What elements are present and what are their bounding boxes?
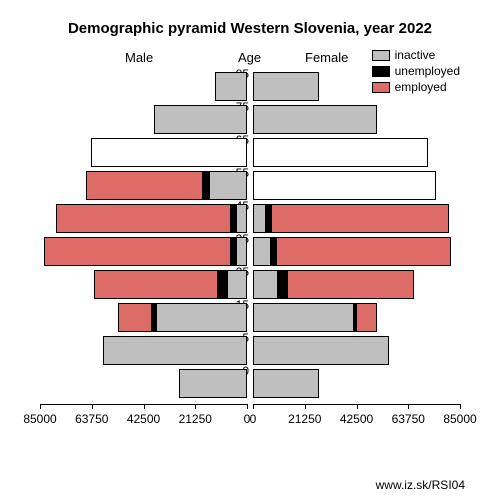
axis-tick (92, 404, 93, 409)
pyramid-row: 65 (40, 138, 460, 167)
axis-tick (460, 404, 461, 409)
header-age: Age (238, 50, 261, 65)
bar-segment (276, 237, 451, 266)
pyramid-row: 85 (40, 72, 460, 101)
bar-female (253, 336, 389, 365)
bar-segment (253, 72, 319, 101)
bar-segment (179, 369, 247, 398)
legend-label: inactive (395, 48, 436, 62)
pyramid-row: 35 (40, 237, 460, 266)
bar-segment (253, 303, 353, 332)
bar-female (253, 105, 377, 134)
bar-segment (271, 204, 449, 233)
bar-female (253, 204, 449, 233)
bar-male (118, 303, 247, 332)
header-female: Female (305, 50, 348, 65)
axis-tick (195, 404, 196, 409)
bar-segment (253, 171, 436, 200)
axis-tick-label: 85000 (23, 412, 56, 426)
axis-tick (305, 404, 306, 409)
legend-item: inactive (372, 48, 460, 62)
axis-tick-label: 21250 (179, 412, 212, 426)
bar-male (103, 336, 247, 365)
bar-segment (253, 138, 428, 167)
bar-male (154, 105, 247, 134)
axis-tick-label: 85000 (443, 412, 476, 426)
bar-segment (253, 237, 270, 266)
bar-segment (86, 171, 203, 200)
axis-tick-label: 42500 (127, 412, 160, 426)
pyramid-row: 75 (40, 105, 460, 134)
source-url: www.iz.sk/RSI04 (376, 478, 465, 492)
pyramid-chart: 8575655545352515508500063750425002125000… (40, 72, 460, 432)
pyramid-row: 0 (40, 369, 460, 398)
pyramid-row: 15 (40, 303, 460, 332)
bar-segment (237, 204, 247, 233)
pyramid-row: 25 (40, 270, 460, 299)
bar-segment (253, 270, 277, 299)
axis-tick (253, 404, 254, 409)
axis-tick-label: 63750 (392, 412, 425, 426)
axis-tick (247, 404, 248, 409)
bar-segment (44, 237, 232, 266)
bar-segment (91, 138, 247, 167)
bar-female (253, 369, 319, 398)
bar-male (44, 237, 247, 266)
legend-swatch (372, 50, 390, 61)
axis-tick-label: 0 (250, 412, 257, 426)
axis-tick (144, 404, 145, 409)
axis-tick-label: 63750 (75, 412, 108, 426)
bar-segment (118, 303, 152, 332)
bar-female (253, 72, 319, 101)
bar-segment (157, 303, 247, 332)
bar-segment (203, 171, 210, 200)
bar-segment (103, 336, 247, 365)
bar-segment (228, 270, 247, 299)
header-male: Male (125, 50, 153, 65)
bar-male (215, 72, 247, 101)
bar-segment (253, 369, 319, 398)
bar-female (253, 138, 428, 167)
bar-female (253, 270, 414, 299)
bar-male (91, 138, 247, 167)
axis-tick (408, 404, 409, 409)
axis-tick (40, 404, 41, 409)
axis-tick-label: 21250 (288, 412, 321, 426)
bar-segment (56, 204, 231, 233)
pyramid-row: 5 (40, 336, 460, 365)
pyramid-row: 55 (40, 171, 460, 200)
bar-segment (237, 237, 247, 266)
bar-male (56, 204, 247, 233)
chart-title: Demographic pyramid Western Slovenia, ye… (0, 20, 500, 37)
bar-female (253, 171, 436, 200)
bar-female (253, 237, 451, 266)
axis-tick (357, 404, 358, 409)
axis-tick-label: 42500 (340, 412, 373, 426)
bar-female (253, 303, 377, 332)
bar-segment (215, 72, 247, 101)
bar-segment (253, 204, 265, 233)
bar-segment (277, 270, 287, 299)
bar-segment (210, 171, 247, 200)
bar-segment (154, 105, 247, 134)
bar-male (86, 171, 247, 200)
bar-segment (253, 336, 389, 365)
bar-male (94, 270, 247, 299)
bar-segment (356, 303, 377, 332)
bar-segment (253, 105, 377, 134)
bar-segment (287, 270, 414, 299)
bar-segment (94, 270, 218, 299)
bar-male (179, 369, 247, 398)
pyramid-row: 45 (40, 204, 460, 233)
bar-segment (218, 270, 228, 299)
